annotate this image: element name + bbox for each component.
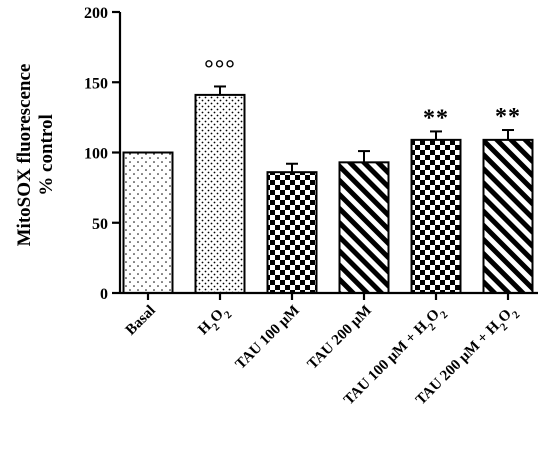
y-tick-label: 100 — [84, 146, 108, 163]
bar — [338, 161, 390, 294]
bar — [482, 138, 534, 294]
x-tick-label: TAU 100 μM — [233, 303, 303, 373]
y-axis: 0 50 100 150 200 — [84, 5, 122, 303]
y-axis-label-line2: % control — [36, 114, 57, 195]
significance-annotation: °°° — [204, 56, 236, 82]
x-tick-label: H2O2 — [195, 302, 234, 341]
bar — [410, 138, 462, 294]
y-axis-label: MitoSOX fluorescence % control — [14, 64, 57, 247]
x-tick-label: Basal — [123, 303, 159, 339]
significance-annotation: ** — [495, 104, 521, 130]
bar — [194, 93, 246, 294]
y-tick-label: 50 — [92, 216, 108, 233]
y-tick-label: 150 — [84, 75, 108, 92]
y-tick-label: 0 — [100, 286, 108, 303]
bars: °°° ** ** — [122, 56, 534, 294]
y-tick-label: 200 — [84, 5, 108, 22]
x-tick-label: TAU 200 μM — [305, 303, 375, 373]
significance-annotation: ** — [423, 105, 449, 131]
bar — [122, 151, 174, 294]
bar — [266, 171, 318, 294]
y-axis-label-line1: MitoSOX fluorescence — [14, 64, 35, 247]
